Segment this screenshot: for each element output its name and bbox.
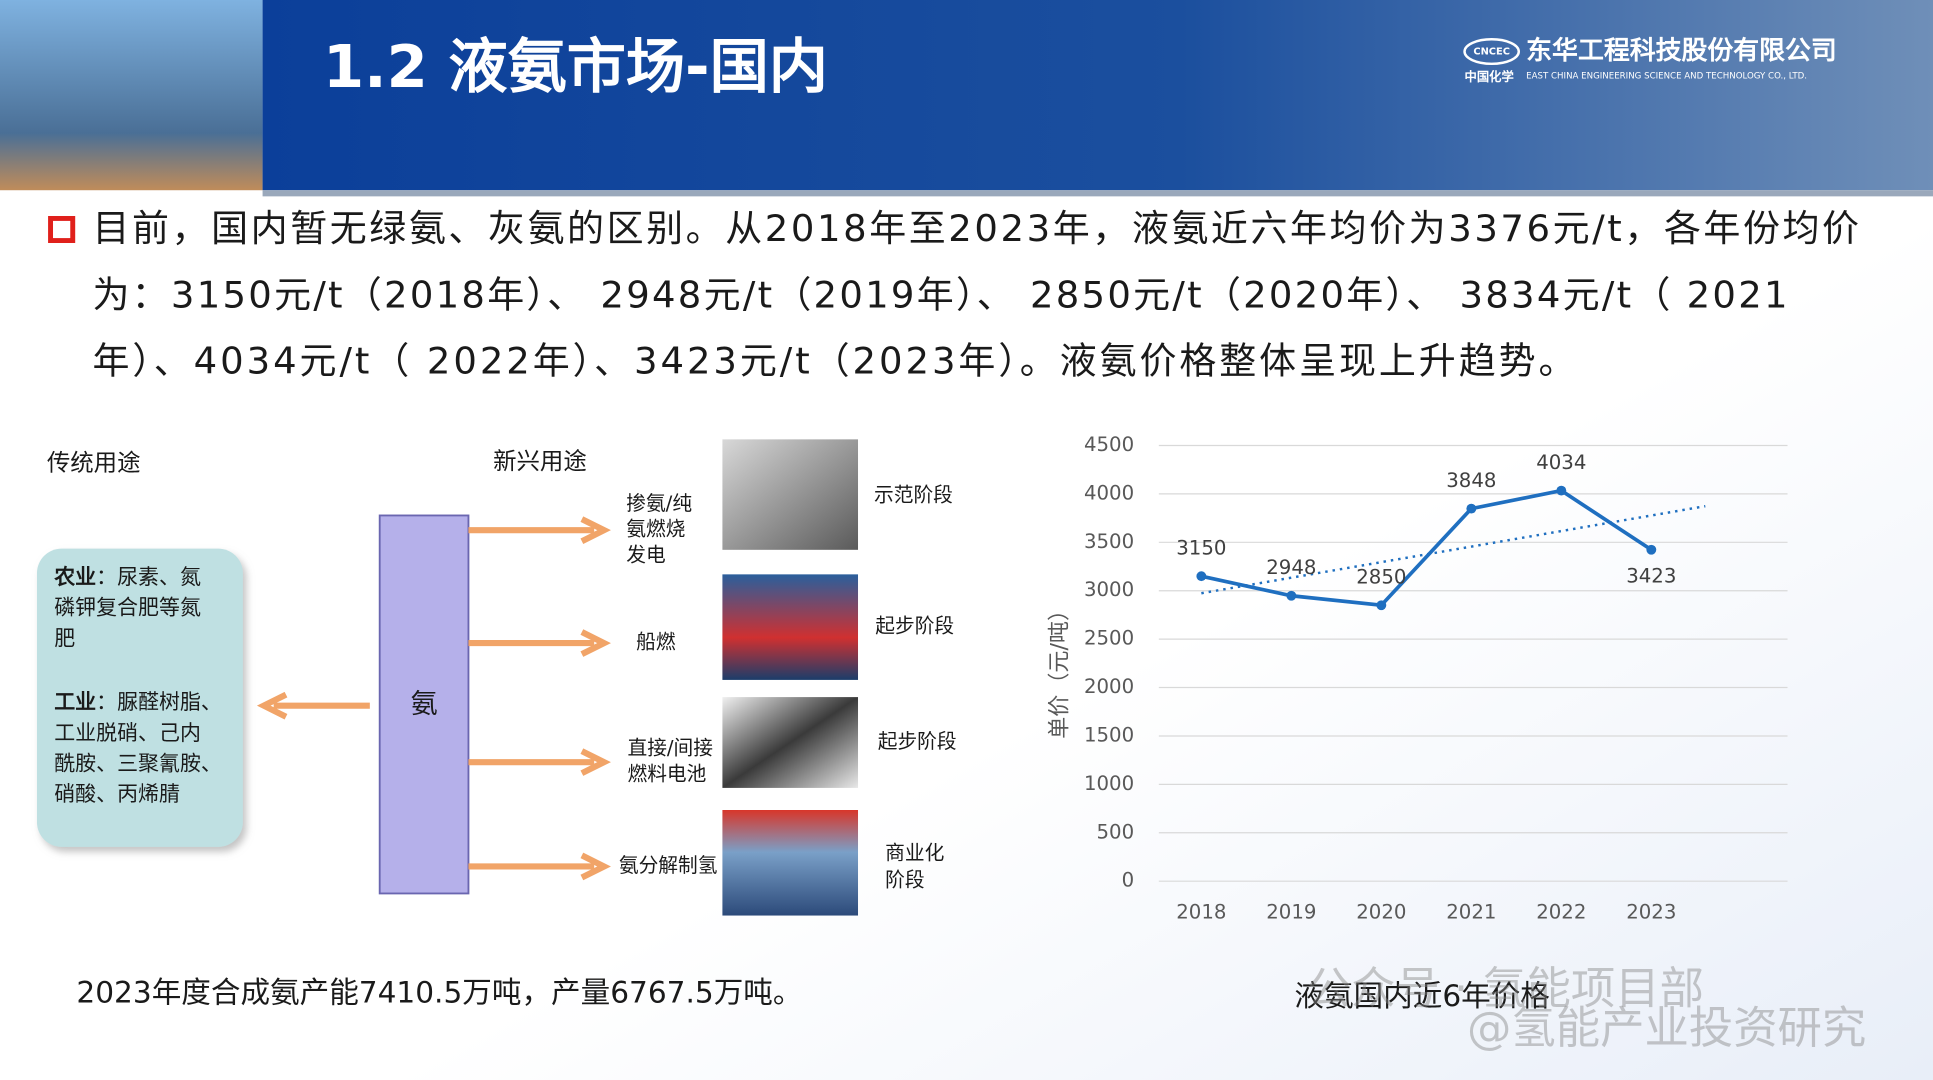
x-tick-label: 2018 bbox=[1176, 901, 1226, 924]
intro-line: 目前，国内暂无绿氨、灰氨的区别。从2018年至2023年，液氨近六年均价为337… bbox=[92, 207, 1859, 250]
y-tick-label: 2000 bbox=[1084, 675, 1134, 698]
company-en: EAST CHINA ENGINEERING SCIENCE AND TECHN… bbox=[1526, 72, 1807, 82]
point bbox=[1466, 503, 1477, 514]
header-photo bbox=[0, 0, 263, 191]
use-line: ：脲醛树脂、 bbox=[96, 690, 222, 714]
logo: CNCEC bbox=[1473, 47, 1510, 58]
stage-label: 商业化 bbox=[885, 842, 944, 865]
header-banner bbox=[262, 0, 1933, 191]
use-line: 工业脱硝、己内 bbox=[54, 721, 201, 745]
company: 东华工程科技股份有限公司 bbox=[1526, 35, 1837, 66]
capacity-note: 2023年度合成氨产能7410.5万吨，产量6767.5万吨。 bbox=[76, 976, 802, 1010]
watermark: @氢能产业投资研究 bbox=[1467, 1003, 1866, 1054]
point bbox=[1196, 571, 1207, 582]
use-label: 船燃 bbox=[636, 631, 676, 654]
point bbox=[1646, 544, 1657, 555]
y-tick-label: 4500 bbox=[1084, 433, 1134, 456]
header-rule bbox=[262, 190, 1933, 197]
center-box bbox=[378, 514, 470, 895]
data-label: 3150 bbox=[1176, 537, 1226, 560]
data-label: 4034 bbox=[1536, 451, 1586, 474]
y-tick-label: 500 bbox=[1097, 820, 1135, 843]
chart-caption: 液氨国内近6年价格 bbox=[1294, 979, 1549, 1013]
use-label: 直接/间接 bbox=[627, 737, 713, 760]
data-label: 2948 bbox=[1266, 556, 1316, 579]
data-label: 2850 bbox=[1356, 566, 1406, 589]
intro-line: 年）、4034元/t（ 2022年）、3423元/t（2023年）。液氨价格整体… bbox=[92, 340, 1575, 383]
arrow bbox=[468, 748, 611, 776]
stage-label: 起步阶段 bbox=[875, 615, 954, 638]
watermark: 公众号 · 氢能项目部 bbox=[1307, 964, 1704, 1015]
intro-line: 为：3150元/t（2018年）、 2948元/t（2019年）、 2850元/… bbox=[92, 274, 1787, 317]
y-tick-label: 3000 bbox=[1084, 578, 1134, 601]
emerging-title: 新兴用途 bbox=[493, 447, 587, 475]
x-tick-label: 2021 bbox=[1446, 901, 1496, 924]
title: 1.2 液氨市场-国内 bbox=[323, 32, 828, 101]
y-tick-label: 0 bbox=[1122, 869, 1135, 892]
y-tick-label: 2500 bbox=[1084, 627, 1134, 650]
use-label: 燃料电池 bbox=[627, 763, 706, 786]
price-line bbox=[1200, 488, 1653, 608]
data-label: 3423 bbox=[1626, 564, 1676, 587]
use-label: 氨燃烧 bbox=[626, 518, 685, 541]
x-tick-label: 2022 bbox=[1536, 901, 1586, 924]
image bbox=[722, 810, 859, 916]
use-label: 发电 bbox=[626, 543, 665, 566]
traditional-title: 传统用途 bbox=[47, 448, 141, 476]
x-tick-label: 2023 bbox=[1626, 901, 1676, 924]
arrow bbox=[468, 852, 611, 881]
use-label: 氨分解制氢 bbox=[619, 854, 718, 877]
use-line: ：尿素、氮 bbox=[96, 565, 201, 589]
use-heading: 农业 bbox=[53, 565, 96, 589]
use-line: 酰胺、三聚氰胺、 bbox=[54, 752, 222, 776]
use-line: 硝酸、丙烯腈 bbox=[54, 782, 180, 806]
image bbox=[722, 439, 859, 550]
use-text: 工业：脲醛树脂、 bbox=[54, 690, 222, 714]
y-axis-label: 单价（元/吨） bbox=[1047, 599, 1073, 739]
point bbox=[1556, 485, 1567, 496]
stage-label: 示范阶段 bbox=[874, 483, 953, 506]
y-tick-label: 3500 bbox=[1084, 530, 1134, 553]
point bbox=[1376, 600, 1387, 611]
image bbox=[722, 574, 859, 680]
use-line: 肥 bbox=[54, 626, 75, 650]
arrow bbox=[468, 516, 611, 544]
use-line: 磷钾复合肥等氮 bbox=[54, 596, 201, 620]
point bbox=[1286, 590, 1297, 601]
x-tick-label: 2019 bbox=[1266, 901, 1316, 924]
traditional-box bbox=[36, 548, 243, 847]
arrow bbox=[256, 691, 370, 720]
image bbox=[722, 697, 859, 788]
arrow bbox=[468, 629, 611, 657]
stage-label: 阶段 bbox=[885, 869, 924, 892]
center-label: 氨 bbox=[411, 689, 438, 720]
use-text: 农业：尿素、氮 bbox=[53, 565, 201, 589]
bullet bbox=[48, 216, 76, 243]
logo-ring bbox=[1463, 38, 1521, 66]
use-heading: 工业 bbox=[54, 690, 96, 714]
group: 中国化学 bbox=[1465, 69, 1514, 84]
stage-label: 起步阶段 bbox=[878, 730, 957, 753]
use-label: 掺氨/纯 bbox=[626, 492, 692, 515]
x-tick-label: 2020 bbox=[1356, 901, 1406, 924]
y-tick-label: 4000 bbox=[1084, 481, 1134, 504]
y-tick-label: 1500 bbox=[1084, 723, 1134, 746]
data-label: 3848 bbox=[1446, 469, 1496, 492]
y-tick-label: 1000 bbox=[1084, 772, 1134, 795]
